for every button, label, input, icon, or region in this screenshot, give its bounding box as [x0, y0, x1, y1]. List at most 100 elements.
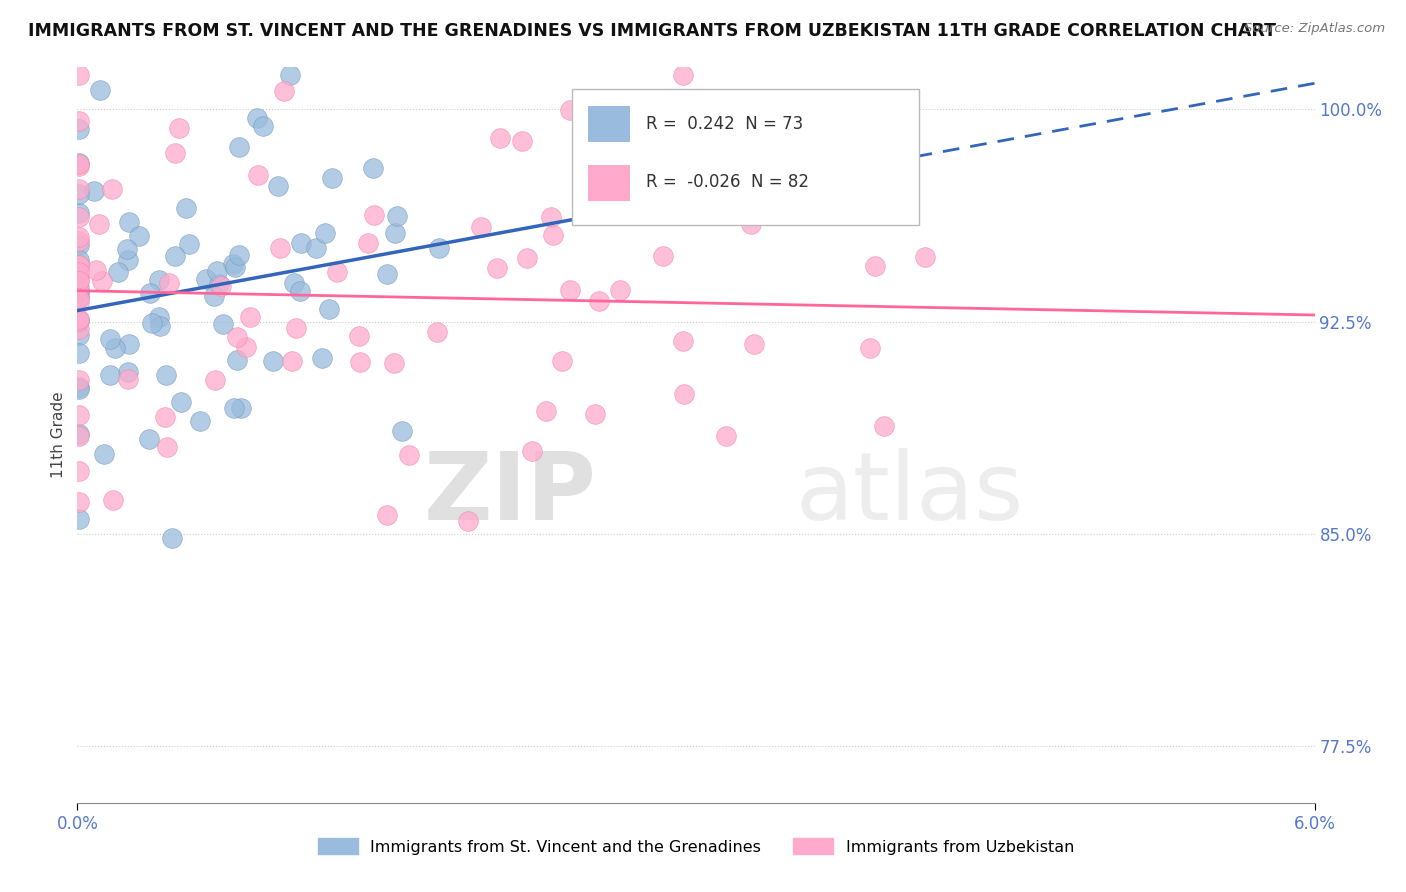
Point: [740, 217, 762, 231]
Point: [118, 215, 141, 229]
Text: IMMIGRANTS FROM ST. VINCENT AND THE GRENADINES VS IMMIGRANTS FROM UZBEKISTAN 11T: IMMIGRANTS FROM ST. VINCENT AND THE GREN…: [28, 22, 1277, 40]
Point: [583, 407, 606, 421]
Point: [278, 69, 301, 83]
Point: [228, 248, 250, 262]
Point: [148, 272, 170, 286]
Point: [194, 271, 217, 285]
Point: [672, 69, 695, 83]
Point: [541, 228, 564, 243]
Point: [609, 284, 631, 298]
Point: [224, 260, 246, 274]
Point: [288, 285, 311, 299]
Point: [349, 355, 371, 369]
Point: [67, 155, 90, 169]
Point: [269, 241, 291, 255]
Point: [138, 433, 160, 447]
Point: [382, 356, 405, 370]
Point: [204, 373, 226, 387]
FancyBboxPatch shape: [572, 89, 918, 225]
Point: [228, 140, 250, 154]
Point: [235, 340, 257, 354]
Point: [67, 258, 90, 272]
Point: [522, 444, 544, 458]
Point: [516, 251, 538, 265]
Point: [141, 316, 163, 330]
Point: [534, 404, 557, 418]
Point: [209, 278, 232, 293]
Point: [128, 229, 150, 244]
Point: [67, 313, 90, 327]
Point: [239, 310, 262, 324]
Point: [90, 274, 112, 288]
Point: [672, 334, 695, 349]
Point: [385, 209, 408, 223]
Point: [67, 311, 90, 326]
Point: [67, 429, 90, 443]
Point: [67, 69, 90, 83]
Point: [67, 274, 90, 288]
Point: [67, 156, 90, 170]
Point: [67, 113, 90, 128]
Point: [914, 250, 936, 264]
Point: [157, 276, 180, 290]
Point: [67, 322, 90, 336]
Point: [222, 257, 245, 271]
Point: [177, 236, 200, 251]
Point: [229, 401, 252, 415]
Point: [67, 289, 90, 303]
Point: [67, 234, 90, 248]
Point: [67, 426, 90, 441]
Point: [67, 206, 90, 220]
Point: [357, 235, 380, 250]
Point: [457, 514, 479, 528]
Point: [115, 243, 138, 257]
Point: [426, 325, 449, 339]
Point: [165, 249, 187, 263]
Point: [67, 328, 90, 343]
Point: [560, 103, 582, 118]
Point: [225, 353, 247, 368]
Point: [117, 253, 139, 268]
Point: [326, 265, 349, 279]
Point: [318, 301, 340, 316]
Point: [67, 346, 90, 360]
Point: [148, 310, 170, 324]
Point: [167, 120, 190, 135]
Point: [67, 408, 90, 422]
Point: [107, 264, 129, 278]
Point: [117, 337, 139, 351]
Point: [170, 395, 193, 409]
Point: [139, 286, 162, 301]
Point: [67, 464, 90, 478]
Point: [67, 494, 90, 508]
Point: [83, 185, 105, 199]
Point: [117, 372, 139, 386]
Point: [742, 337, 765, 351]
Point: [384, 226, 406, 240]
Text: R =  -0.026  N = 82: R = -0.026 N = 82: [647, 173, 810, 192]
Point: [67, 314, 90, 328]
Point: [117, 365, 139, 379]
FancyBboxPatch shape: [588, 165, 630, 201]
Point: [67, 122, 90, 136]
Point: [247, 168, 270, 182]
Point: [160, 531, 183, 545]
Point: [174, 201, 197, 215]
Point: [93, 447, 115, 461]
Point: [290, 236, 312, 251]
Text: Source: ZipAtlas.com: Source: ZipAtlas.com: [1244, 22, 1385, 36]
Point: [859, 341, 882, 355]
Point: [398, 448, 420, 462]
Point: [652, 249, 675, 263]
Point: [67, 264, 90, 278]
Point: [872, 418, 894, 433]
Point: [67, 210, 90, 224]
Point: [246, 112, 269, 126]
Point: [89, 82, 111, 96]
Point: [304, 241, 326, 255]
Point: [375, 268, 398, 282]
Point: [67, 181, 90, 195]
FancyBboxPatch shape: [588, 106, 630, 142]
Text: R =  0.242  N = 73: R = 0.242 N = 73: [647, 114, 804, 133]
Point: [716, 429, 738, 443]
